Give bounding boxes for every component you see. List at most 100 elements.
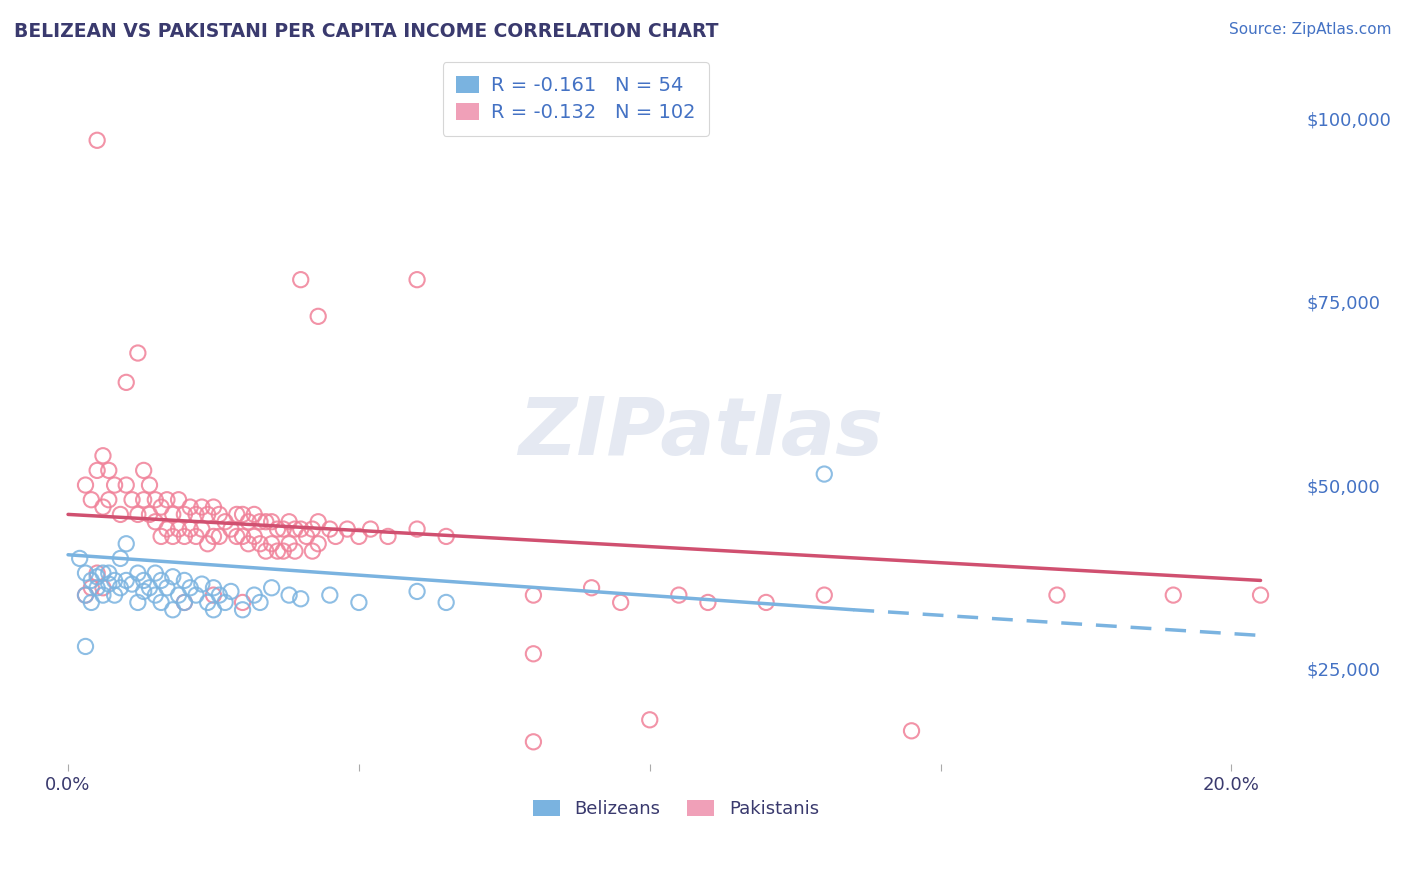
Point [167,492,190,507]
Point [173,595,195,609]
Point [156,492,179,507]
Point [162,508,184,522]
Point [609,595,631,609]
Point [80,492,103,507]
Point [121,577,143,591]
Point [156,581,179,595]
Point [581,581,603,595]
Point [522,735,544,749]
Point [150,595,173,609]
Point [278,515,301,529]
Point [197,537,219,551]
Point [266,522,288,536]
Point [197,508,219,522]
Point [179,522,201,536]
Point [150,500,173,514]
Point [132,574,155,588]
Point [156,522,179,536]
Point [167,522,190,536]
Point [132,492,155,507]
Point [110,581,132,595]
Point [179,581,201,595]
Point [243,529,266,543]
Point [260,581,283,595]
Point [260,537,283,551]
Point [406,273,429,287]
Point [225,529,247,543]
Point [80,574,103,588]
Point [173,529,195,543]
Point [184,588,207,602]
Point [214,515,236,529]
Point [208,508,231,522]
Point [184,508,207,522]
Point [110,508,132,522]
Point [91,566,114,580]
Point [243,508,266,522]
Point [162,570,184,584]
Point [104,588,127,602]
Point [232,529,254,543]
Point [202,603,225,617]
Point [813,467,835,481]
Point [132,584,155,599]
Point [162,603,184,617]
Text: ZIPatlas: ZIPatlas [519,394,883,472]
Point [208,588,231,602]
Point [173,574,195,588]
Point [360,522,382,536]
Point [91,449,114,463]
Point [86,463,108,477]
Point [115,537,138,551]
Point [179,500,201,514]
Point [377,529,399,543]
Point [86,133,108,147]
Point [232,508,254,522]
Point [75,478,97,492]
Point [319,588,342,602]
Point [75,566,97,580]
Point [121,492,143,507]
Point [138,581,160,595]
Point [307,515,329,529]
Point [697,595,720,609]
Point [115,574,138,588]
Point [1161,588,1184,602]
Point [347,529,370,543]
Point [191,577,214,591]
Point [1250,588,1272,602]
Point [202,581,225,595]
Point [91,588,114,602]
Point [284,544,307,558]
Point [143,515,166,529]
Point [434,529,457,543]
Point [115,376,138,390]
Point [104,478,127,492]
Point [127,566,149,580]
Point [191,522,214,536]
Point [202,500,225,514]
Point [278,537,301,551]
Point [278,588,301,602]
Point [668,588,690,602]
Point [1046,588,1069,602]
Point [219,584,242,599]
Point [80,595,103,609]
Point [167,588,190,602]
Point [127,508,149,522]
Point [138,478,160,492]
Point [638,713,661,727]
Point [755,595,778,609]
Point [97,463,120,477]
Point [254,515,277,529]
Text: Source: ZipAtlas.com: Source: ZipAtlas.com [1229,22,1392,37]
Point [143,492,166,507]
Point [232,603,254,617]
Point [202,588,225,602]
Point [295,529,318,543]
Point [271,522,294,536]
Point [406,584,429,599]
Point [162,529,184,543]
Point [290,591,312,606]
Point [97,492,120,507]
